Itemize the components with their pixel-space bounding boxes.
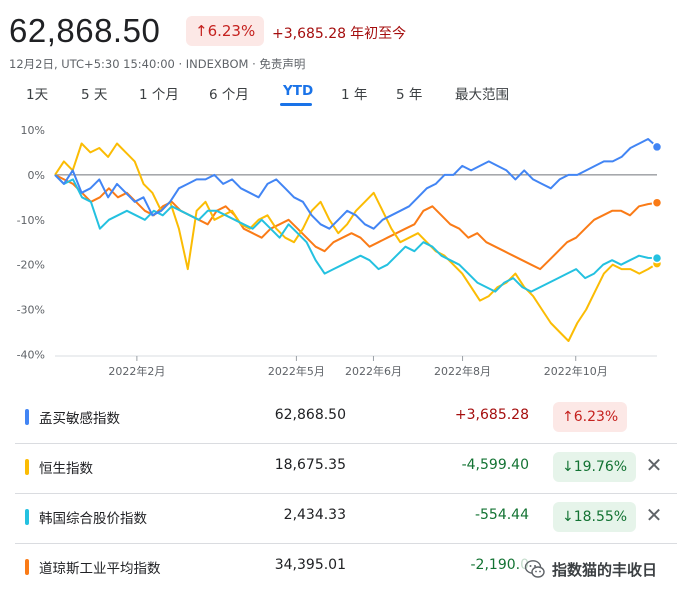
index-name: 孟买敏感指数: [39, 411, 120, 427]
comparison-row[interactable]: 恒生指数 18,675.35 -4,599.40 ↓19.76% ✕: [15, 444, 677, 494]
tab-5d[interactable]: 5 天: [81, 87, 108, 103]
change-absolute: +3,685.28 年初至今: [272, 23, 406, 43]
tab-6m[interactable]: 6 个月: [209, 87, 249, 103]
series-end-point: [651, 197, 663, 208]
comparison-row[interactable]: 韩国综合股价指数 2,434.33 -554.44 ↓18.55% ✕: [15, 494, 677, 544]
series-color-swatch: [25, 509, 29, 525]
series-line: [54, 174, 658, 271]
comparison-row[interactable]: 孟买敏感指数 62,868.50 +3,685.28 ↑6.23%: [15, 394, 677, 444]
tab-1m[interactable]: 1 个月: [139, 87, 179, 103]
remove-comparison-button[interactable]: ✕: [645, 453, 663, 477]
series-color-swatch: [25, 559, 29, 575]
series-color-swatch: [25, 409, 29, 425]
y-tick-label: 0%: [28, 169, 45, 182]
remove-comparison-button[interactable]: ✕: [645, 503, 663, 527]
tab-active-underline: [280, 103, 312, 106]
tab-5y[interactable]: 5 年: [396, 87, 423, 103]
y-tick-label: -30%: [17, 304, 45, 317]
index-value: 62,868.50: [274, 407, 346, 423]
tab-1y[interactable]: 1 年: [341, 87, 368, 103]
change-percent-badge: ↑6.23%: [186, 16, 265, 46]
change-absolute-value: +3,685.28: [272, 26, 347, 42]
series-color-swatch: [25, 459, 29, 475]
tab-ytd[interactable]: YTD: [283, 83, 314, 99]
x-tick-label: 2022年10月: [544, 364, 608, 378]
watermark: 指数猫的丰收日: [520, 554, 662, 584]
index-change-percent: ↑6.23%: [553, 402, 628, 432]
index-value: 34,395.01: [274, 557, 346, 573]
y-tick-label: 10%: [21, 124, 45, 137]
x-tick-label: 2022年6月: [345, 364, 402, 378]
quote-meta: 12月2日, UTC+5:30 15:40:00 · INDEXBOM · 免责…: [9, 57, 306, 71]
index-value: 18,675.35: [274, 457, 346, 473]
comparison-line-chart[interactable]: 10% 0% -10% -20% -30% -40% 2022年2月 2022年5月 2022年…: [0, 110, 687, 390]
series-end-point: [651, 141, 663, 153]
x-tick-label: 2022年5月: [268, 364, 325, 378]
index-price: 62,868.50: [9, 12, 161, 49]
x-tick-label: 2022年8月: [434, 364, 491, 378]
x-tick-label: 2022年2月: [108, 364, 165, 378]
index-name: 道琼斯工业平均指数: [39, 561, 161, 577]
index-change: -2,190.0: [470, 557, 530, 573]
series-end-point: [651, 252, 663, 264]
y-tick-label: -40%: [17, 348, 45, 361]
index-name: 韩国综合股价指数: [39, 511, 147, 527]
index-change: +3,685.28: [454, 407, 529, 423]
wechat-icon: [524, 560, 545, 578]
change-period-label: 年初至今: [350, 26, 407, 42]
index-name: 恒生指数: [39, 461, 93, 477]
watermark-text: 指数猫的丰收日: [552, 560, 658, 579]
index-value: 2,434.33: [283, 507, 346, 523]
comparison-row[interactable]: 道琼斯工业平均指数 34,395.01 -2,190.0: [15, 544, 677, 593]
y-tick-label: -20%: [17, 259, 45, 272]
index-change-percent: ↓19.76%: [553, 452, 637, 482]
tab-1d[interactable]: 1天: [26, 87, 49, 103]
series-line: [54, 138, 658, 230]
tab-max[interactable]: 最大范围: [455, 87, 509, 103]
series-line: [54, 174, 658, 293]
index-change-percent: ↓18.55%: [553, 502, 637, 532]
index-change: -554.44: [474, 507, 529, 523]
y-tick-label: -10%: [17, 214, 45, 227]
index-change: -4,599.40: [461, 457, 529, 473]
comparison-table: 孟买敏感指数 62,868.50 +3,685.28 ↑6.23% 恒生指数 1…: [15, 394, 677, 593]
series-line: [54, 142, 658, 342]
